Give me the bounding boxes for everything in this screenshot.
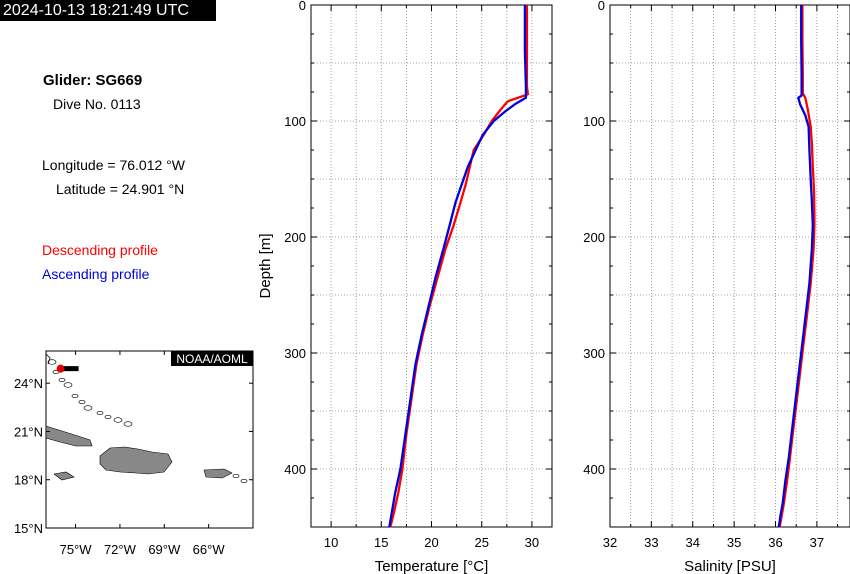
map-badge-bg	[171, 351, 253, 366]
temperature-ytick-label: 100	[284, 114, 306, 129]
salinity-xtick-label: 37	[810, 535, 824, 550]
salinity-frame	[609, 4, 850, 528]
temperature-xtick-label: 20	[424, 535, 438, 550]
salinity-series-descending	[778, 5, 816, 528]
temperature-ytick-label: 200	[284, 230, 306, 245]
location-map: 24°N 21°N 18°N 15°N 75°W 72°W 69°W 66°W NOAA/AO…	[14, 350, 254, 557]
map-lon-label: 72°W	[104, 542, 137, 557]
temperature-xtick-label: 10	[324, 535, 338, 550]
salinity-ytick-label: 0	[598, 0, 605, 13]
timestamp-banner: 2024-10-13 18:21:49 UTC	[0, 0, 216, 21]
map-land-islet	[47, 359, 57, 365]
glider-name: Glider: SG669	[43, 72, 143, 89]
map-land-florida	[45, 353, 51, 365]
map-land-islet	[104, 414, 112, 420]
map-landmasses	[45, 353, 248, 484]
temperature-xtick-label: 15	[374, 535, 388, 550]
salinity-xlabel: Salinity [PSU]	[684, 558, 776, 574]
salinity-series-ascending	[777, 5, 814, 528]
map-land-islet	[78, 399, 86, 405]
map-lat-label: 24°N	[14, 376, 43, 391]
map-glider-marker	[56, 364, 65, 373]
map-ticks: 24°N 21°N 18°N 15°N 75°W 72°W 69°W 66°W	[14, 351, 253, 557]
map-land-islet	[58, 377, 66, 383]
map-land-hispaniola	[99, 446, 173, 475]
map-lat-label: 21°N	[14, 424, 43, 439]
map-land-islet	[96, 410, 104, 416]
map-lon-label: 75°W	[60, 542, 93, 557]
map-land-islet	[240, 478, 248, 484]
salinity-xtick-label: 33	[644, 535, 658, 550]
longitude-readout: Longitude = 76.012 °W	[42, 157, 185, 173]
temperature-ylabel: Depth [m]	[257, 233, 274, 298]
salinity-ytick-label: 400	[583, 462, 605, 477]
salinity-ytick-label: 100	[583, 114, 605, 129]
map-badge: NOAA/AOML	[176, 352, 248, 366]
temperature-series-ascending	[388, 5, 528, 528]
temperature-ytick-label: 0	[299, 0, 306, 13]
map-land-islet	[123, 421, 133, 427]
salinity-chart: 32 33 34 35 36 37 0 100 200 300 400 Salinity [PSU]	[583, 0, 850, 574]
map-lon-label: 69°W	[148, 542, 181, 557]
temperature-xtick-label: 25	[474, 535, 488, 550]
salinity-ytick-label: 300	[583, 346, 605, 361]
map-land-islet	[63, 382, 73, 388]
salinity-xtick-label: 34	[686, 535, 700, 550]
legend-descending: Descending profile	[42, 242, 158, 258]
map-land-islet	[113, 417, 123, 423]
map-lon-label: 66°W	[193, 542, 226, 557]
map-land-islet	[71, 393, 79, 399]
temperature-ytick-label: 300	[284, 346, 306, 361]
salinity-xtick-label: 36	[768, 535, 782, 550]
map-lat-label: 18°N	[14, 473, 43, 488]
temperature-xtick-label: 30	[525, 535, 539, 550]
salinity-xtick-label: 32	[603, 535, 617, 550]
temperature-xlabel: Temperature [°C]	[375, 558, 489, 574]
map-land-islet	[232, 473, 240, 479]
latitude-readout: Latitude = 24.901 °N	[56, 181, 185, 197]
temperature-series-descending	[389, 5, 530, 528]
map-land-jamaica	[53, 471, 75, 481]
salinity-ytick-label: 200	[583, 230, 605, 245]
map-land-cuba	[45, 425, 93, 447]
temperature-ytick-label: 400	[284, 462, 306, 477]
salinity-xtick-label: 35	[727, 535, 741, 550]
dive-number: Dive No. 0113	[53, 96, 141, 112]
legend-ascending: Ascending profile	[42, 266, 150, 282]
map-lat-label: 15°N	[14, 521, 43, 536]
map-land-puerto-rico	[203, 468, 233, 479]
map-land-islet	[83, 405, 93, 411]
